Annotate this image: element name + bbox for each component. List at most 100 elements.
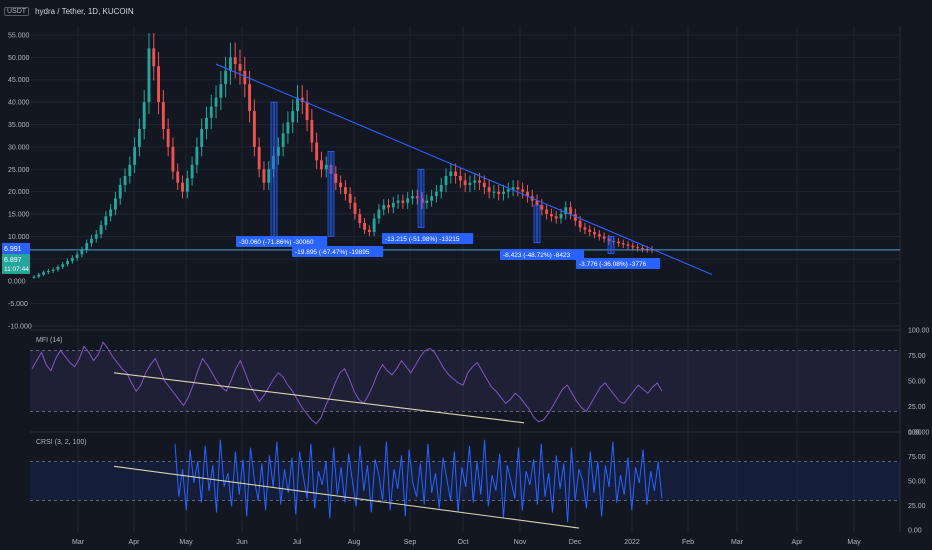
y-tick-label: 45.000 — [8, 77, 30, 84]
candle-body — [511, 187, 515, 190]
candle-body — [391, 202, 395, 208]
x-tick-label: Oct — [458, 539, 469, 546]
candle-body — [487, 187, 491, 192]
candle-body — [439, 184, 443, 192]
x-tick-label: Sep — [404, 539, 417, 546]
candle-body — [593, 231, 596, 235]
candle-body — [492, 191, 496, 193]
candle-body — [205, 117, 208, 129]
measure-label: -3.776 (-36.08%) -3776 — [579, 261, 647, 268]
indicator-trendline — [113, 372, 525, 424]
candle-body — [56, 266, 60, 270]
candle-body — [166, 128, 170, 147]
candle-body — [209, 106, 213, 118]
candle-body — [66, 261, 69, 265]
indicator-line — [174, 439, 663, 523]
indicator-title: CRSI (3, 2, 100) — [36, 439, 87, 446]
candle-body — [296, 97, 299, 112]
candle-body — [324, 164, 328, 170]
candle-body — [281, 133, 285, 147]
candle-body — [310, 120, 314, 143]
candle-body — [286, 122, 290, 134]
y-tick-label: 35.000 — [8, 122, 30, 129]
indicator-y-tick: 25.00 — [908, 404, 926, 411]
descending-trendline — [215, 63, 713, 276]
candle-body — [358, 214, 362, 224]
candle-body — [42, 272, 46, 275]
indicator-y-tick: 100.00 — [908, 328, 930, 335]
candle-body — [51, 269, 55, 271]
candle-body — [444, 176, 448, 185]
candle-body — [248, 84, 252, 112]
indicator-y-tick: 25.00 — [908, 503, 926, 510]
candle-body — [631, 245, 635, 248]
price-label-current: 6.991 — [4, 246, 22, 253]
measure-label-bg — [500, 249, 585, 260]
candle-body — [233, 57, 237, 65]
candle-body — [521, 189, 525, 192]
candle-body — [406, 198, 410, 203]
candle-body — [291, 111, 295, 123]
candle-body — [85, 243, 89, 250]
candle-body — [636, 247, 640, 249]
candle-body — [454, 171, 458, 176]
y-tick-label: 30.000 — [8, 144, 30, 151]
candle-body — [626, 244, 630, 246]
candle-body — [343, 187, 347, 194]
candle-body — [617, 241, 620, 244]
candle-body — [37, 274, 41, 277]
x-tick-label: May — [847, 539, 861, 546]
candle-body — [502, 191, 505, 194]
candle-body — [526, 191, 529, 197]
candle-body — [482, 182, 486, 188]
measure-label: -8.423 (-48.72%) -8423 — [503, 252, 571, 259]
candle-body — [200, 128, 204, 147]
candle-body — [535, 200, 539, 206]
candle-body — [415, 196, 419, 199]
candle-body — [147, 48, 151, 103]
currency-badge[interactable]: USDT — [4, 6, 30, 16]
candle-body — [104, 216, 108, 226]
candle-body — [334, 173, 338, 183]
x-tick-label: Jun — [236, 539, 247, 546]
candle-body — [401, 200, 405, 203]
candle-body — [578, 220, 582, 228]
candle-body — [161, 102, 165, 129]
candle-body — [602, 236, 606, 239]
candle-body — [176, 171, 180, 183]
measure-label: -30.060 (-71.86%) -30060 — [239, 239, 314, 246]
price-label-last: 6.897 — [4, 257, 22, 264]
candle-body — [114, 198, 117, 210]
indicator-y-tick: 50.00 — [908, 479, 926, 486]
candle-body — [497, 191, 501, 194]
indicator-y-tick: 75.00 — [908, 353, 926, 360]
y-tick-label: 10.000 — [8, 234, 30, 241]
y-tick-label: -10.000 — [8, 324, 32, 331]
candle-body — [46, 270, 50, 273]
x-tick-label: Apr — [792, 539, 804, 546]
candle-body — [411, 196, 414, 199]
candle-body — [75, 254, 79, 258]
indicator-y-tick: 100.00 — [908, 430, 930, 437]
x-tick-label: Apr — [129, 539, 141, 546]
candle-body — [506, 189, 510, 192]
candle-body — [224, 70, 228, 85]
price-label-bg — [2, 242, 30, 254]
candle-body — [133, 146, 137, 165]
candle-body — [363, 223, 366, 230]
candle-body — [252, 111, 256, 147]
candle-body — [305, 102, 309, 121]
y-tick-label: -5.000 — [8, 301, 28, 308]
candle-body — [463, 180, 467, 185]
candle-body — [549, 214, 553, 217]
candle-body — [621, 243, 625, 245]
candle-body — [142, 102, 146, 129]
candle-body — [267, 169, 271, 183]
candle-body — [137, 128, 141, 147]
x-tick-label: Jul — [293, 539, 302, 546]
y-tick-label: 55.000 — [8, 32, 30, 39]
chart-header: USDT hydra / Tether, 1D, KUCOIN — [4, 4, 134, 18]
candle-body — [545, 209, 549, 215]
